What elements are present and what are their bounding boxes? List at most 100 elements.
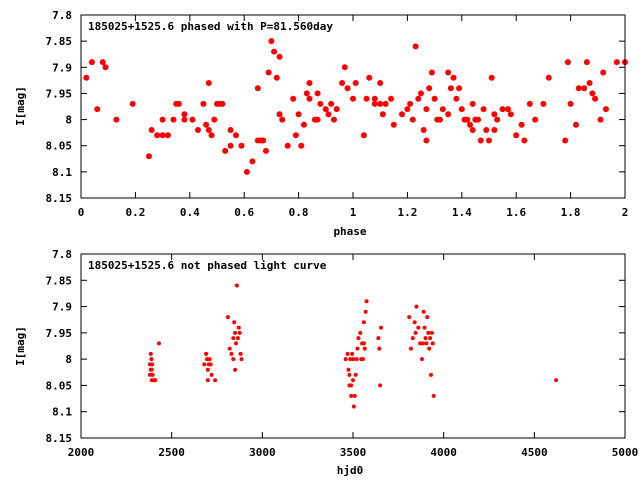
- phased-data-point: [518, 121, 525, 128]
- phased-data-point: [113, 116, 120, 123]
- phased-data-point: [260, 137, 267, 144]
- phased-data-point: [589, 90, 596, 97]
- phased-data-point: [290, 95, 297, 102]
- phased-data-point: [532, 116, 539, 123]
- phased-data-point: [181, 111, 188, 118]
- unphased-data-point: [229, 351, 234, 356]
- phased-data-point: [129, 100, 136, 107]
- phased-data-point: [292, 132, 299, 139]
- phased-data-point: [94, 106, 101, 113]
- phased-data-point: [575, 85, 582, 92]
- unphased-data-point: [431, 393, 436, 398]
- phased-data-point: [243, 168, 250, 175]
- phased-data-point: [159, 132, 166, 139]
- phased-data-point: [583, 59, 590, 66]
- phased-data-point: [227, 127, 234, 133]
- phased-y-tick-label: 8.05: [46, 140, 73, 153]
- unphased-data-point: [346, 367, 351, 372]
- unphased-data-point: [427, 346, 432, 351]
- unphased-x-tick-label: 2500: [158, 446, 185, 459]
- phased-plot-frame: [80, 14, 626, 199]
- unphased-data-point: [376, 336, 381, 341]
- unphased-plot-frame: [80, 253, 626, 439]
- phased-data-point: [219, 100, 226, 107]
- unphased-data-point: [351, 357, 355, 362]
- phased-y-tick-label: 8.1: [52, 166, 72, 179]
- unphased-data-point: [377, 346, 382, 351]
- phased-data-point: [480, 106, 487, 113]
- unphased-y-tick-label: 8.15: [46, 432, 73, 445]
- phased-data-point: [154, 132, 161, 139]
- phased-data-point: [322, 106, 329, 113]
- unphased-x-tick-label: 5000: [612, 446, 639, 459]
- unphased-data-point: [234, 283, 239, 288]
- unphased-data-point: [349, 383, 354, 388]
- phased-x-axis-label: phase: [333, 225, 366, 238]
- phased-data-point: [344, 85, 351, 92]
- unphased-data-point: [414, 304, 419, 309]
- unphased-data-point: [364, 299, 369, 304]
- phased-data-point: [303, 90, 310, 97]
- unphased-data-point: [149, 357, 154, 362]
- phased-data-point: [249, 158, 256, 165]
- phased-data-point: [189, 116, 196, 123]
- phased-data-point: [211, 116, 218, 123]
- phased-y-tick-label: 7.9: [52, 61, 72, 74]
- phased-data-point: [371, 100, 378, 107]
- phased-data-point: [475, 116, 482, 123]
- unphased-panel: 2000 2500 3000 3500 4000 4500 5000 7.8 7.85 7.9 7.…: [14, 248, 638, 477]
- phased-data-point: [83, 74, 90, 81]
- phased-data-point: [314, 116, 321, 123]
- unphased-data-point: [353, 372, 358, 377]
- phased-data-point: [146, 153, 152, 160]
- unphased-data-point: [352, 393, 357, 398]
- phased-data-point: [399, 111, 405, 118]
- phased-y-tick-label: 8.15: [46, 192, 73, 205]
- unphased-data-point: [351, 404, 356, 409]
- unphased-ticks: 2000 2500 3000 3500 4000 4500 5000 7.8 7.85 7.9 7.…: [46, 248, 639, 459]
- phased-data-point: [423, 137, 430, 144]
- phased-data-point: [458, 106, 465, 113]
- phased-data-point: [295, 111, 302, 118]
- phased-data-point: [613, 59, 620, 66]
- unphased-data-point: [429, 372, 433, 377]
- unphased-y-tick-label: 8: [65, 353, 72, 366]
- phased-y-tick-label: 8: [65, 114, 72, 127]
- unphased-data-point: [238, 351, 243, 356]
- phased-x-tick-label: 0: [78, 206, 85, 219]
- phased-data-point: [540, 100, 547, 107]
- unphased-data-point: [239, 357, 244, 362]
- unphased-data-point: [554, 378, 559, 383]
- unphased-data-point: [205, 367, 210, 372]
- unphased-data-point: [345, 351, 350, 356]
- phased-data-point: [341, 64, 348, 71]
- phased-data-point: [600, 69, 607, 76]
- unphased-data-point: [419, 357, 424, 362]
- phased-data-point: [513, 132, 520, 139]
- phased-data-point: [377, 100, 384, 107]
- unphased-data-point: [150, 372, 155, 377]
- phased-data-point: [456, 85, 463, 92]
- phased-x-tick-label: 1.4: [452, 206, 472, 219]
- phased-data-point: [467, 121, 473, 128]
- unphased-data-point: [148, 351, 153, 356]
- phased-data-point: [271, 48, 278, 55]
- unphased-data-point: [409, 346, 413, 351]
- unphased-data-point: [225, 315, 230, 320]
- unphased-data-point: [363, 309, 368, 314]
- phased-data-point: [437, 116, 443, 123]
- unphased-data-point: [202, 362, 207, 367]
- phased-data-point: [488, 74, 495, 81]
- phased-data-point: [426, 85, 433, 92]
- unphased-data-point: [205, 378, 210, 383]
- phased-data-point: [254, 85, 261, 92]
- unphased-data-point: [235, 336, 240, 341]
- unphased-data-point: [428, 336, 433, 341]
- phased-data-point: [521, 137, 528, 144]
- phased-data-point: [526, 100, 533, 107]
- unphased-data-point: [150, 362, 155, 367]
- unphased-data-point: [233, 330, 238, 335]
- unphased-x-tick-label: 3500: [340, 446, 367, 459]
- unphased-data-point: [426, 330, 431, 335]
- phased-data-point: [339, 80, 346, 86]
